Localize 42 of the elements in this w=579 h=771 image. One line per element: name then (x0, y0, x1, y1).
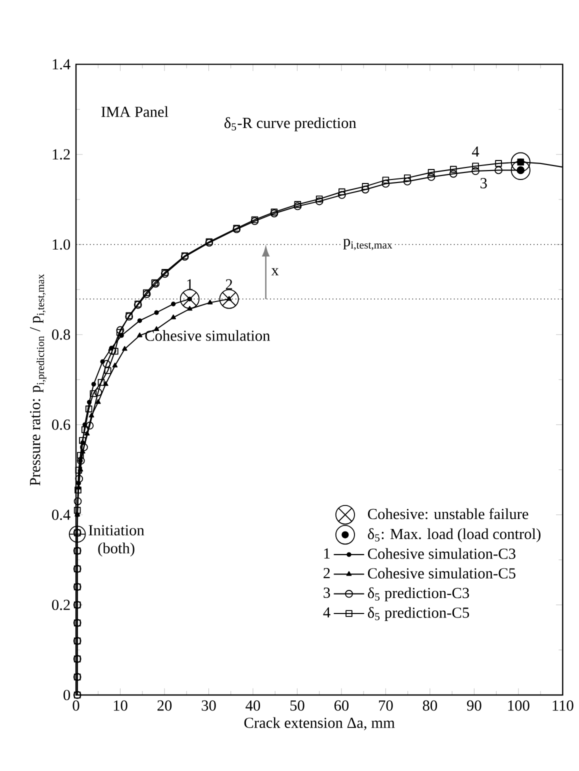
y-tick-label: 0.2 (52, 600, 70, 610)
x-tick-label: 0 (72, 700, 80, 711)
y-axis-title: $\text{Pressure ratio: p}_{\text{i,prediction}}\text{ / p}_{\text{i,test,max}}$ (30, 274, 46, 486)
annotation: 4 (323, 607, 330, 618)
annotation: 2 (324, 568, 330, 578)
legend-label: δ$_{5}$ prediction-C3 (368, 587, 470, 602)
x-tick-label: 110 (552, 700, 574, 711)
annotation: IMA Panel (101, 106, 168, 118)
annotation: x (271, 268, 279, 276)
annotation: 3 (480, 178, 487, 188)
annotation: Initiation (both) (88, 525, 144, 557)
legend-label: δ$_{5}$: Max. load (load control) (368, 528, 540, 542)
x-tick-label: 30 (202, 700, 216, 711)
y-tick-label: 1.4 (52, 59, 70, 70)
ref-line-label: p$_{i,test,max}$ (343, 238, 392, 250)
legend-label: Cohesive: unstable failure (368, 508, 528, 520)
annotation: 1 (187, 279, 193, 290)
x-tick-label: 80 (422, 700, 438, 711)
x-tick-label: 60 (334, 700, 349, 711)
x-tick-label: 100 (508, 700, 530, 711)
x-tick-label: 20 (157, 700, 172, 711)
legend-label: δ$_{5}$ prediction-C5 (368, 607, 470, 621)
x-axis-title: Crack extension Δa, mm (244, 717, 395, 730)
y-tick-label: 1.0 (52, 239, 70, 250)
x-tick-label: 40 (246, 700, 260, 711)
annotation: 4 (472, 146, 480, 157)
x-tick-label: 10 (114, 700, 128, 711)
x-tick-label: 90 (467, 700, 482, 711)
y-tick-label: 0 (64, 690, 70, 700)
annotation: 3 (324, 588, 330, 598)
annotation: Cohesive simulation (145, 330, 270, 341)
y-tick-label: 1.2 (52, 149, 70, 160)
annotation: 2 (226, 279, 232, 290)
annotation: 1 (324, 548, 330, 558)
y-tick-label: 0.6 (52, 420, 70, 430)
x-tick-label: 70 (379, 700, 393, 711)
y-tick-label: 0.8 (52, 329, 70, 340)
y-tick-label: 0.4 (52, 510, 70, 520)
legend-label: Cohesive simulation-C3 (368, 548, 516, 559)
legend-label: Cohesive simulation-C5 (368, 568, 516, 579)
x-tick-label: 50 (290, 700, 304, 711)
annotation: δ$_{5}$-R curve prediction (224, 117, 356, 132)
